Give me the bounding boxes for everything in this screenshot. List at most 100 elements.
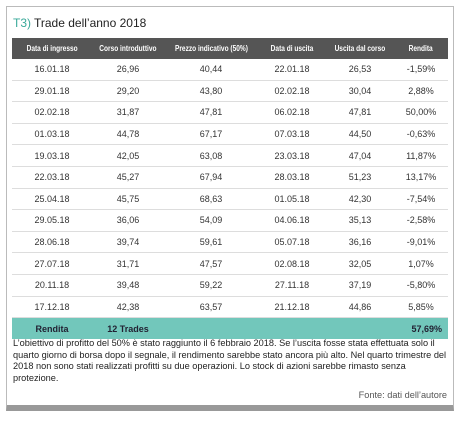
table-cell: 20.11.18	[12, 274, 92, 297]
table-cell: -0,63%	[394, 123, 448, 146]
column-header-text: Data di uscita	[270, 44, 314, 53]
table-cell: 50,00%	[394, 101, 448, 124]
table-cell: 19.03.18	[12, 144, 92, 167]
table-cell: 02.02.18	[12, 101, 92, 124]
table-cell: 30,04	[326, 80, 394, 103]
column-header: Uscita dal corso	[326, 38, 394, 59]
note: L’obiettivo di profitto del 50% è stato …	[13, 338, 447, 383]
table-cell: -2,58%	[394, 209, 448, 232]
table-cell: 28.03.18	[258, 166, 326, 189]
column-header: Data di uscita	[258, 38, 326, 59]
table-cell: 59,22	[164, 274, 258, 297]
footer-cell: 57,69%	[394, 317, 448, 340]
title: T3) Trade dell’anno 2018	[13, 16, 146, 30]
table-row: 02.02.18 31,87 47,81 06.02.18 47,81 50,00%	[12, 101, 448, 124]
table-cell: 17.12.18	[12, 296, 92, 319]
table-cell: 45,75	[92, 188, 164, 211]
table-cell: 04.06.18	[258, 209, 326, 232]
column-header-text: Prezzo indicativo (50%)	[174, 44, 248, 53]
footer-cell	[258, 317, 326, 340]
column-header-text: Rendita	[408, 44, 434, 53]
table-row: 22.03.18 45,27 67,94 28.03.18 51,23 13,17%	[12, 166, 448, 189]
table-cell: 44,50	[326, 123, 394, 146]
column-header-text: Corso introduttivo	[99, 44, 157, 53]
table-cell: 45,27	[92, 166, 164, 189]
table-cell: 44,78	[92, 123, 164, 146]
figure-title: Trade dell’anno 2018	[34, 16, 147, 30]
table-cell: 07.03.18	[258, 123, 326, 146]
table-cell: 39,48	[92, 274, 164, 297]
table-cell: 63,08	[164, 144, 258, 167]
table-cell: 06.02.18	[258, 101, 326, 124]
table-cell: 22.03.18	[12, 166, 92, 189]
table-cell: 1,07%	[394, 252, 448, 275]
table-cell: 68,63	[164, 188, 258, 211]
table-row: 29.05.18 36,06 54,09 04.06.18 35,13 -2,58%	[12, 209, 448, 232]
table-row: 19.03.18 42,05 63,08 23.03.18 47,04 11,87%	[12, 144, 448, 167]
table-cell: 27.07.18	[12, 252, 92, 275]
column-header-text: Data di ingresso	[26, 44, 78, 53]
table-cell: 40,44	[164, 59, 258, 81]
table-cell: 67,94	[164, 166, 258, 189]
table-row: 20.11.18 39,48 59,22 27.11.18 37,19 -5,80%	[12, 274, 448, 297]
table-cell: 02.02.18	[258, 80, 326, 103]
table-cell: 63,57	[164, 296, 258, 319]
column-header: Prezzo indicativo (50%)	[164, 38, 258, 59]
table-cell: -5,80%	[394, 274, 448, 297]
table-cell: 05.07.18	[258, 231, 326, 254]
table-cell: 44,86	[326, 296, 394, 319]
table-row: 25.04.18 45,75 68,63 01.05.18 42,30 -7,54%	[12, 188, 448, 211]
table-cell: 67,17	[164, 123, 258, 146]
table-cell: 31,71	[92, 252, 164, 275]
table-cell: 43,80	[164, 80, 258, 103]
table-row: 27.07.18 31,71 47,57 02.08.18 32,05 1,07%	[12, 252, 448, 275]
table-cell: 29,20	[92, 80, 164, 103]
table-cell: 36,06	[92, 209, 164, 232]
table-cell: 42,30	[326, 188, 394, 211]
table-cell: 01.05.18	[258, 188, 326, 211]
table-cell: 28.06.18	[12, 231, 92, 254]
trade-table: Data di ingresso Corso introduttivo Prezzo…	[12, 38, 448, 340]
table-cell: 32,05	[326, 252, 394, 275]
footer-cell: Rendita	[12, 317, 92, 340]
table-cell: 29.01.18	[12, 80, 92, 103]
table-cell: 37,19	[326, 274, 394, 297]
table-cell: 22.01.18	[258, 59, 326, 81]
table-cell: 59,61	[164, 231, 258, 254]
table-row: 17.12.18 42,38 63,57 21.12.18 44,86 5,85%	[12, 296, 448, 319]
table-cell: 01.03.18	[12, 123, 92, 146]
table-cell: 42,38	[92, 296, 164, 319]
table-cell: 02.08.18	[258, 252, 326, 275]
footer-cell	[164, 317, 258, 340]
figure-box: T3) Trade dell’anno 2018 Data di ingresso…	[6, 6, 454, 411]
table-cell: 5,85%	[394, 296, 448, 319]
column-header-text: Uscita dal corso	[334, 44, 386, 53]
table-row: 16.01.18 26,96 40,44 22.01.18 26,53 -1,59%	[12, 59, 448, 81]
table-cell: 21.12.18	[258, 296, 326, 319]
table-row: 01.03.18 44,78 67,17 07.03.18 44,50 -0,63%	[12, 123, 448, 146]
footer-cell: 12 Trades	[92, 317, 164, 340]
table-cell: 36,16	[326, 231, 394, 254]
table-cell: 2,88%	[394, 80, 448, 103]
table-cell: 27.11.18	[258, 274, 326, 297]
table-cell: 35,13	[326, 209, 394, 232]
table-cell: 39,74	[92, 231, 164, 254]
source: Fonte: dati dell’autore	[358, 390, 447, 400]
table-cell: 51,23	[326, 166, 394, 189]
table-cell: 11,87%	[394, 144, 448, 167]
figure-label: T3)	[13, 16, 31, 30]
table-cell: 25.04.18	[12, 188, 92, 211]
table-body: 16.01.18 26,96 40,44 22.01.18 26,53 -1,59% 29.…	[12, 59, 448, 340]
table-cell: 47,81	[326, 101, 394, 124]
table-cell: 29.05.18	[12, 209, 92, 232]
table-cell: 47,04	[326, 144, 394, 167]
table-cell: 16.01.18	[12, 59, 92, 81]
table-cell: 42,05	[92, 144, 164, 167]
table-cell: -7,54%	[394, 188, 448, 211]
footer-row: Rendita 12 Trades 57,69%	[12, 317, 448, 340]
table-cell: 47,81	[164, 101, 258, 124]
table-cell: 54,09	[164, 209, 258, 232]
header-row: Data di ingresso Corso introduttivo Prezzo…	[12, 38, 448, 59]
column-header: Data di ingresso	[12, 38, 92, 59]
